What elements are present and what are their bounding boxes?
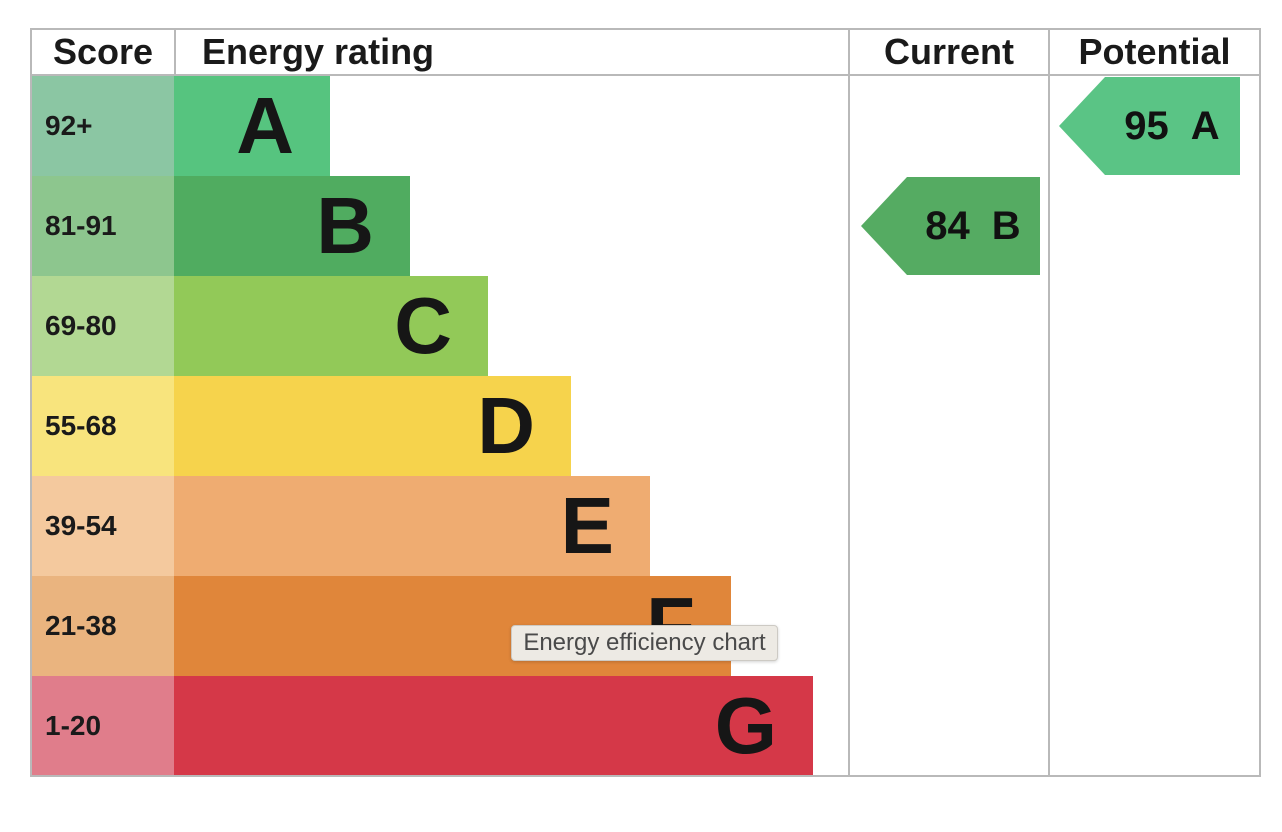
potential-column-divider <box>1048 30 1050 775</box>
column-header-energy-rating: Energy rating <box>202 31 435 72</box>
score-column-divider <box>174 30 176 74</box>
score-band-label: 55-68 <box>32 376 174 476</box>
rating-bar-c: C <box>174 276 488 376</box>
score-band-label: 69-80 <box>32 276 174 376</box>
score-band-label: 1-20 <box>32 676 174 775</box>
rating-letter: G <box>714 680 777 770</box>
rating-row-b: 81-91 B <box>32 176 1259 276</box>
rating-letter: D <box>477 381 535 470</box>
rating-row-e: 39-54 E <box>32 476 1259 576</box>
rating-bar-g: G <box>174 676 813 775</box>
potential-band-letter: A <box>1190 103 1220 148</box>
column-header-current: Current <box>883 31 1014 72</box>
rating-bar-e: E <box>174 476 650 576</box>
score-band-label: 81-91 <box>32 176 174 276</box>
rating-letter: B <box>316 181 374 270</box>
tooltip: Energy efficiency chart <box>511 625 778 661</box>
score-band-label: 92+ <box>32 76 174 176</box>
column-header-score: Score <box>52 31 154 72</box>
current-band-letter: B <box>991 203 1021 248</box>
current-score-value: 84 <box>925 203 970 248</box>
current-column-divider <box>848 30 850 775</box>
rating-letter: A <box>236 81 294 170</box>
rating-bar-d: D <box>174 376 571 476</box>
rating-bar-b: B <box>174 176 410 276</box>
rating-row-d: 55-68 D <box>32 376 1259 476</box>
epc-chart[interactable]: Score Energy rating Current Potential 92… <box>30 28 1261 777</box>
potential-score-value: 95 <box>1124 103 1169 148</box>
rating-letter: E <box>560 481 614 570</box>
score-band-label: 21-38 <box>32 576 174 676</box>
rating-row-c: 69-80 C <box>32 276 1259 376</box>
rating-letter: C <box>394 281 452 370</box>
rating-bar-a: A <box>174 76 330 176</box>
header-separator-line <box>32 74 1259 76</box>
rating-row-g: 1-20 G <box>32 676 1259 775</box>
score-band-label: 39-54 <box>32 476 174 576</box>
rating-row-a: 92+ A <box>32 76 1259 176</box>
column-header-potential: Potential <box>1078 31 1231 72</box>
